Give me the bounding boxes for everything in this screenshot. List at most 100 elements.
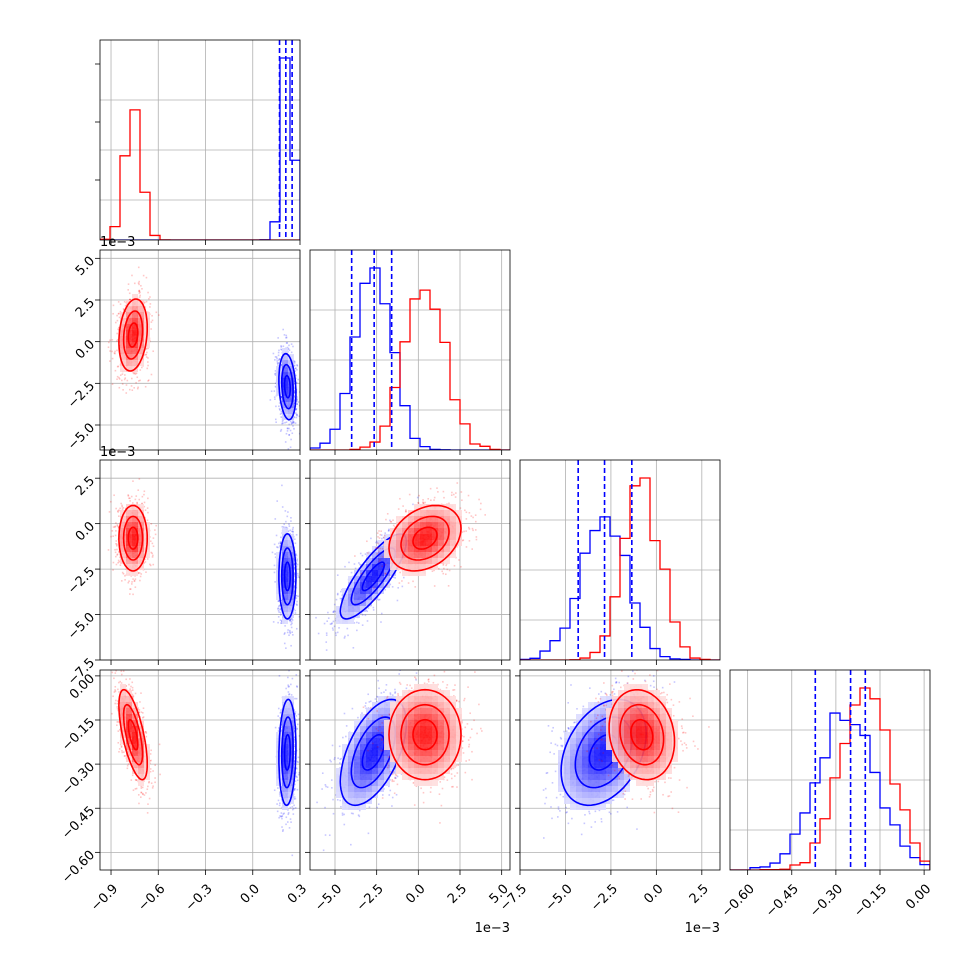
scatter-point [380, 612, 383, 615]
scatter-point [292, 526, 294, 529]
scatter-point [118, 316, 121, 319]
scatter-point [353, 622, 356, 624]
scatter-point [281, 506, 284, 508]
scatter-point [143, 501, 146, 504]
scatter-point [293, 395, 296, 398]
scatter-point [295, 408, 297, 411]
density-cell [126, 360, 132, 366]
density-cell [360, 594, 366, 600]
scatter-point [112, 561, 115, 564]
scatter-point [356, 629, 358, 632]
contour [339, 532, 408, 620]
scatter-point [121, 373, 124, 375]
scatter-point [114, 321, 117, 324]
scatter-point [295, 412, 297, 414]
density-cell [138, 528, 144, 534]
density-cell [132, 318, 138, 324]
density-cell [288, 354, 294, 360]
scatter-point [145, 276, 148, 279]
scatter-point [391, 586, 394, 588]
scatter-point [143, 493, 145, 496]
scatter-point [295, 408, 298, 410]
scatter-point [295, 562, 298, 564]
scatter-point [147, 380, 149, 382]
scatter-point [126, 379, 129, 382]
scatter-point [372, 606, 375, 609]
scatter-point [377, 599, 380, 601]
density-cell [288, 366, 294, 372]
density-cell [288, 396, 294, 402]
scatter-point [118, 386, 121, 389]
scatter-point [327, 617, 330, 619]
scatter-point [294, 612, 297, 614]
scatter-point [296, 364, 298, 366]
density-cell [372, 594, 378, 600]
scatter-point [131, 502, 134, 504]
density-cell [282, 588, 288, 594]
scatter-point [290, 623, 292, 626]
scatter-point [295, 533, 298, 536]
density-cell [138, 354, 144, 360]
density-cell [360, 600, 366, 606]
scatter-point [333, 625, 336, 628]
scatter-point [301, 558, 303, 560]
density-cell [348, 576, 354, 582]
scatter-point [297, 574, 299, 577]
scatter-point [111, 383, 114, 385]
scatter-point [152, 537, 155, 539]
scatter-point [293, 538, 296, 540]
scatter-point [325, 641, 328, 643]
scatter-point [147, 357, 149, 359]
density-cell [120, 546, 126, 552]
density-cell [282, 552, 288, 558]
scatter-point [280, 410, 283, 413]
density-cell [120, 318, 126, 324]
scatter-point [286, 342, 288, 344]
scatter-point [107, 549, 110, 551]
scatter-point [341, 598, 343, 600]
scatter-point [278, 358, 281, 360]
scatter-point [275, 356, 278, 358]
scatter-point [147, 364, 149, 367]
scatter-point [289, 533, 291, 535]
scatter-point [133, 372, 135, 375]
scatter-point [115, 530, 117, 532]
scatter-point [111, 530, 114, 532]
scatter-point [141, 495, 144, 498]
scatter-point [145, 571, 147, 573]
scatter-point [151, 542, 154, 545]
scatter-point [325, 632, 328, 634]
scatter-point [110, 535, 112, 538]
scatter-point [119, 537, 121, 540]
density-cell [132, 510, 138, 516]
density-cell [378, 564, 384, 570]
density-cell [282, 354, 288, 360]
scatter-point [114, 525, 117, 528]
scatter-point [272, 621, 275, 623]
scatter-point [280, 416, 283, 418]
scatter-point [138, 380, 140, 382]
scatter-point [350, 571, 353, 574]
scatter-point [136, 501, 138, 504]
density-cell [126, 366, 132, 372]
scatter-point [281, 422, 283, 425]
scatter-point [295, 367, 297, 370]
density-cell [288, 390, 294, 396]
scatter-point [293, 557, 296, 559]
density-cell [138, 540, 144, 546]
scatter-point [293, 380, 296, 383]
scatter-point [273, 390, 276, 392]
scatter-point [297, 401, 300, 403]
scatter-point [116, 543, 118, 546]
scatter-point [134, 373, 137, 375]
scatter-point [285, 342, 288, 344]
density-cell [132, 516, 138, 522]
scatter-point [288, 434, 290, 436]
scatter-point [329, 623, 332, 625]
scatter-point [145, 356, 148, 358]
density-1 [120, 504, 150, 576]
scatter-point [124, 310, 127, 313]
scatter-point [338, 627, 340, 629]
scatter-point [133, 580, 136, 582]
scatter-point [277, 608, 279, 610]
